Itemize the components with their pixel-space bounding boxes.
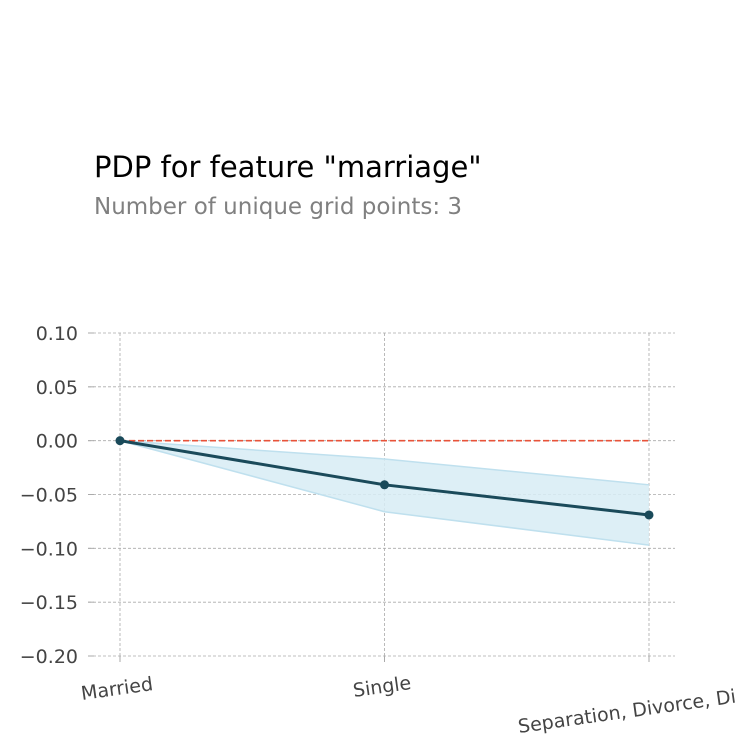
pdp-point (644, 510, 654, 520)
x-tick-label: Single (352, 672, 413, 702)
confidence-band (120, 440, 649, 546)
confidence-band-layer (119, 439, 650, 546)
y-tick-label: −0.20 (20, 646, 78, 668)
chart-subtitle: Number of unique grid points: 3 (94, 194, 463, 220)
pdp-point (115, 436, 125, 446)
band-lower-edge (119, 439, 650, 546)
series-line-layer (115, 436, 654, 520)
y-tick-label: −0.10 (20, 538, 78, 560)
x-tick-label: Separation, Divorce, Di (517, 686, 738, 738)
pdp-point (380, 480, 389, 490)
x-tick-label: Married (80, 673, 155, 705)
x-tick-labels: Married Single Separation, Divorce, Di (80, 672, 738, 738)
chart-title: PDP for feature "marriage" (94, 150, 482, 184)
y-tick-label: 0.05 (36, 377, 78, 399)
y-tick-label: −0.15 (20, 592, 78, 614)
y-tick-label: 0.00 (36, 431, 78, 453)
y-tick-label: −0.05 (20, 485, 78, 507)
y-tick-labels: 0.10 0.05 0.00 −0.05 −0.10 −0.15 −0.20 (20, 323, 78, 668)
y-tick-label: 0.10 (36, 323, 78, 345)
band-upper-edge (119, 439, 650, 486)
